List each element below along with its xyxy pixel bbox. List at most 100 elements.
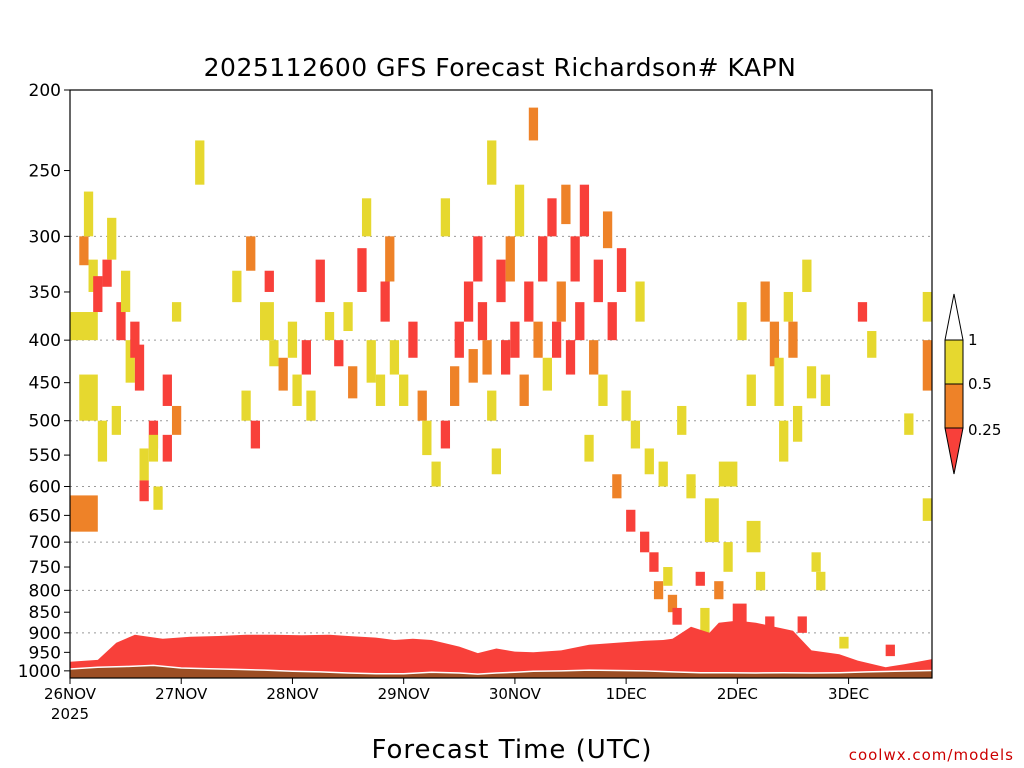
- heatmap-cell: [367, 340, 376, 383]
- heatmap-cell: [334, 340, 343, 366]
- heatmap-cell: [70, 312, 98, 340]
- x-axis-label: Forecast Time (UTC): [371, 735, 652, 765]
- heatmap-cell: [246, 236, 255, 270]
- heatmap-cell: [376, 375, 385, 406]
- heatmap-cell: [482, 340, 491, 374]
- heatmap-cell: [529, 108, 538, 141]
- heatmap-cell: [547, 198, 556, 236]
- y-tick-label: 950: [29, 643, 61, 663]
- heatmap-cell: [737, 302, 746, 340]
- heatmap-cell: [496, 260, 505, 303]
- heatmap-cell: [663, 567, 672, 586]
- x-tick-label: 2DEC: [717, 685, 758, 703]
- heatmap-cell: [70, 495, 98, 531]
- heatmap-cell: [79, 375, 98, 421]
- heatmap-cell: [515, 185, 524, 237]
- heatmap-cell: [719, 462, 738, 487]
- y-tick-label: 250: [29, 162, 61, 182]
- colorbar-label: 1: [968, 331, 978, 349]
- heatmap-cell: [645, 448, 654, 474]
- heatmap-cell: [774, 358, 783, 406]
- heatmap-cell: [923, 498, 932, 521]
- heatmap-cell: [923, 292, 932, 322]
- heatmap-cell: [343, 302, 352, 331]
- heatmap-cell: [348, 366, 357, 398]
- heatmap-cell: [492, 448, 501, 474]
- heatmap-cell: [858, 302, 867, 322]
- heatmap-cell: [686, 474, 695, 498]
- heatmap-cell: [923, 340, 932, 390]
- y-tick-label: 1000: [18, 662, 61, 682]
- heatmap-cell: [195, 140, 204, 184]
- y-tick-label: 500: [29, 412, 61, 432]
- heatmap-cell: [705, 498, 719, 542]
- heatmap-cell: [418, 391, 427, 421]
- heatmap-cell: [677, 406, 686, 435]
- chart-title: 2025112600 GFS Forecast Richardson# KAPN: [204, 53, 797, 82]
- heatmap-cell: [520, 375, 529, 406]
- y-tick-label: 200: [29, 81, 61, 101]
- y-tick-label: 550: [29, 446, 61, 466]
- heatmap-cell: [441, 198, 450, 236]
- heatmap-cell: [816, 572, 825, 591]
- heatmap-cell: [867, 331, 876, 358]
- heatmap-cell: [635, 282, 644, 322]
- y-tick-label: 350: [29, 283, 61, 303]
- heatmap-cell: [566, 340, 575, 374]
- heatmap-cell: [747, 521, 761, 552]
- heatmap-cell: [612, 474, 621, 498]
- heatmap-cell: [455, 322, 464, 358]
- heatmap-cell: [821, 375, 830, 406]
- heatmap-cell: [279, 358, 288, 391]
- heatmap-cell: [788, 322, 797, 358]
- x-tick-label: 3DEC: [828, 685, 869, 703]
- heatmap-cell: [640, 532, 649, 553]
- heatmap-cell: [543, 358, 552, 391]
- heatmap-cell: [533, 322, 542, 358]
- heatmap-cell: [700, 608, 709, 633]
- y-tick-label: 800: [29, 581, 61, 601]
- heatmap-cell: [140, 448, 149, 480]
- heatmap-cell: [626, 510, 635, 532]
- heatmap-cell: [649, 552, 658, 572]
- y-tick-label: 650: [29, 506, 61, 526]
- heatmap-cell: [431, 462, 440, 487]
- x-tick-label: 29NOV: [378, 685, 431, 703]
- heatmap-cell: [538, 236, 547, 281]
- heatmap-cell: [357, 248, 366, 292]
- heatmap-cell: [575, 302, 584, 340]
- y-axis-ticks: 200 250 300 350 400 450 500 550 600 650 700 750 8008…: [18, 81, 70, 682]
- heatmap-cell: [306, 391, 315, 421]
- colorbar-bottom-arrow: [945, 428, 963, 474]
- heatmap-cell: [589, 340, 598, 374]
- heatmap-cell: [112, 406, 121, 435]
- heatmap-cell: [135, 345, 144, 391]
- colorbar-label: 0.5: [968, 375, 992, 393]
- heatmap-cell: [450, 366, 459, 406]
- colorbar-top-arrow: [945, 294, 963, 340]
- heatmap-cell: [793, 406, 802, 442]
- credit-text: coolwx.com/models: [849, 746, 1014, 764]
- heatmap-cell: [473, 236, 482, 281]
- heatmap-cell: [478, 302, 487, 340]
- heatmap-cell: [580, 185, 589, 237]
- y-tick-label: 750: [29, 558, 61, 578]
- x-tick-label: 27NOV: [155, 685, 208, 703]
- heatmap-cell: [98, 421, 107, 462]
- x-tick-label: 1DEC: [606, 685, 647, 703]
- heatmap-cell: [149, 435, 158, 462]
- heatmap-cell: [779, 421, 788, 462]
- heatmap-cell: [385, 236, 394, 281]
- heatmap-cell: [584, 435, 593, 462]
- y-tick-label: 450: [29, 374, 61, 394]
- heatmap-cell: [761, 282, 770, 322]
- heatmap-cell: [292, 375, 301, 406]
- heatmap-cell: [598, 375, 607, 406]
- heatmap-cell: [617, 248, 626, 292]
- colorbar-bin: [945, 340, 963, 384]
- data-cells: [70, 108, 932, 657]
- heatmap-cell: [260, 302, 274, 340]
- heatmap-cell: [784, 292, 793, 322]
- heatmap-cell: [487, 140, 496, 184]
